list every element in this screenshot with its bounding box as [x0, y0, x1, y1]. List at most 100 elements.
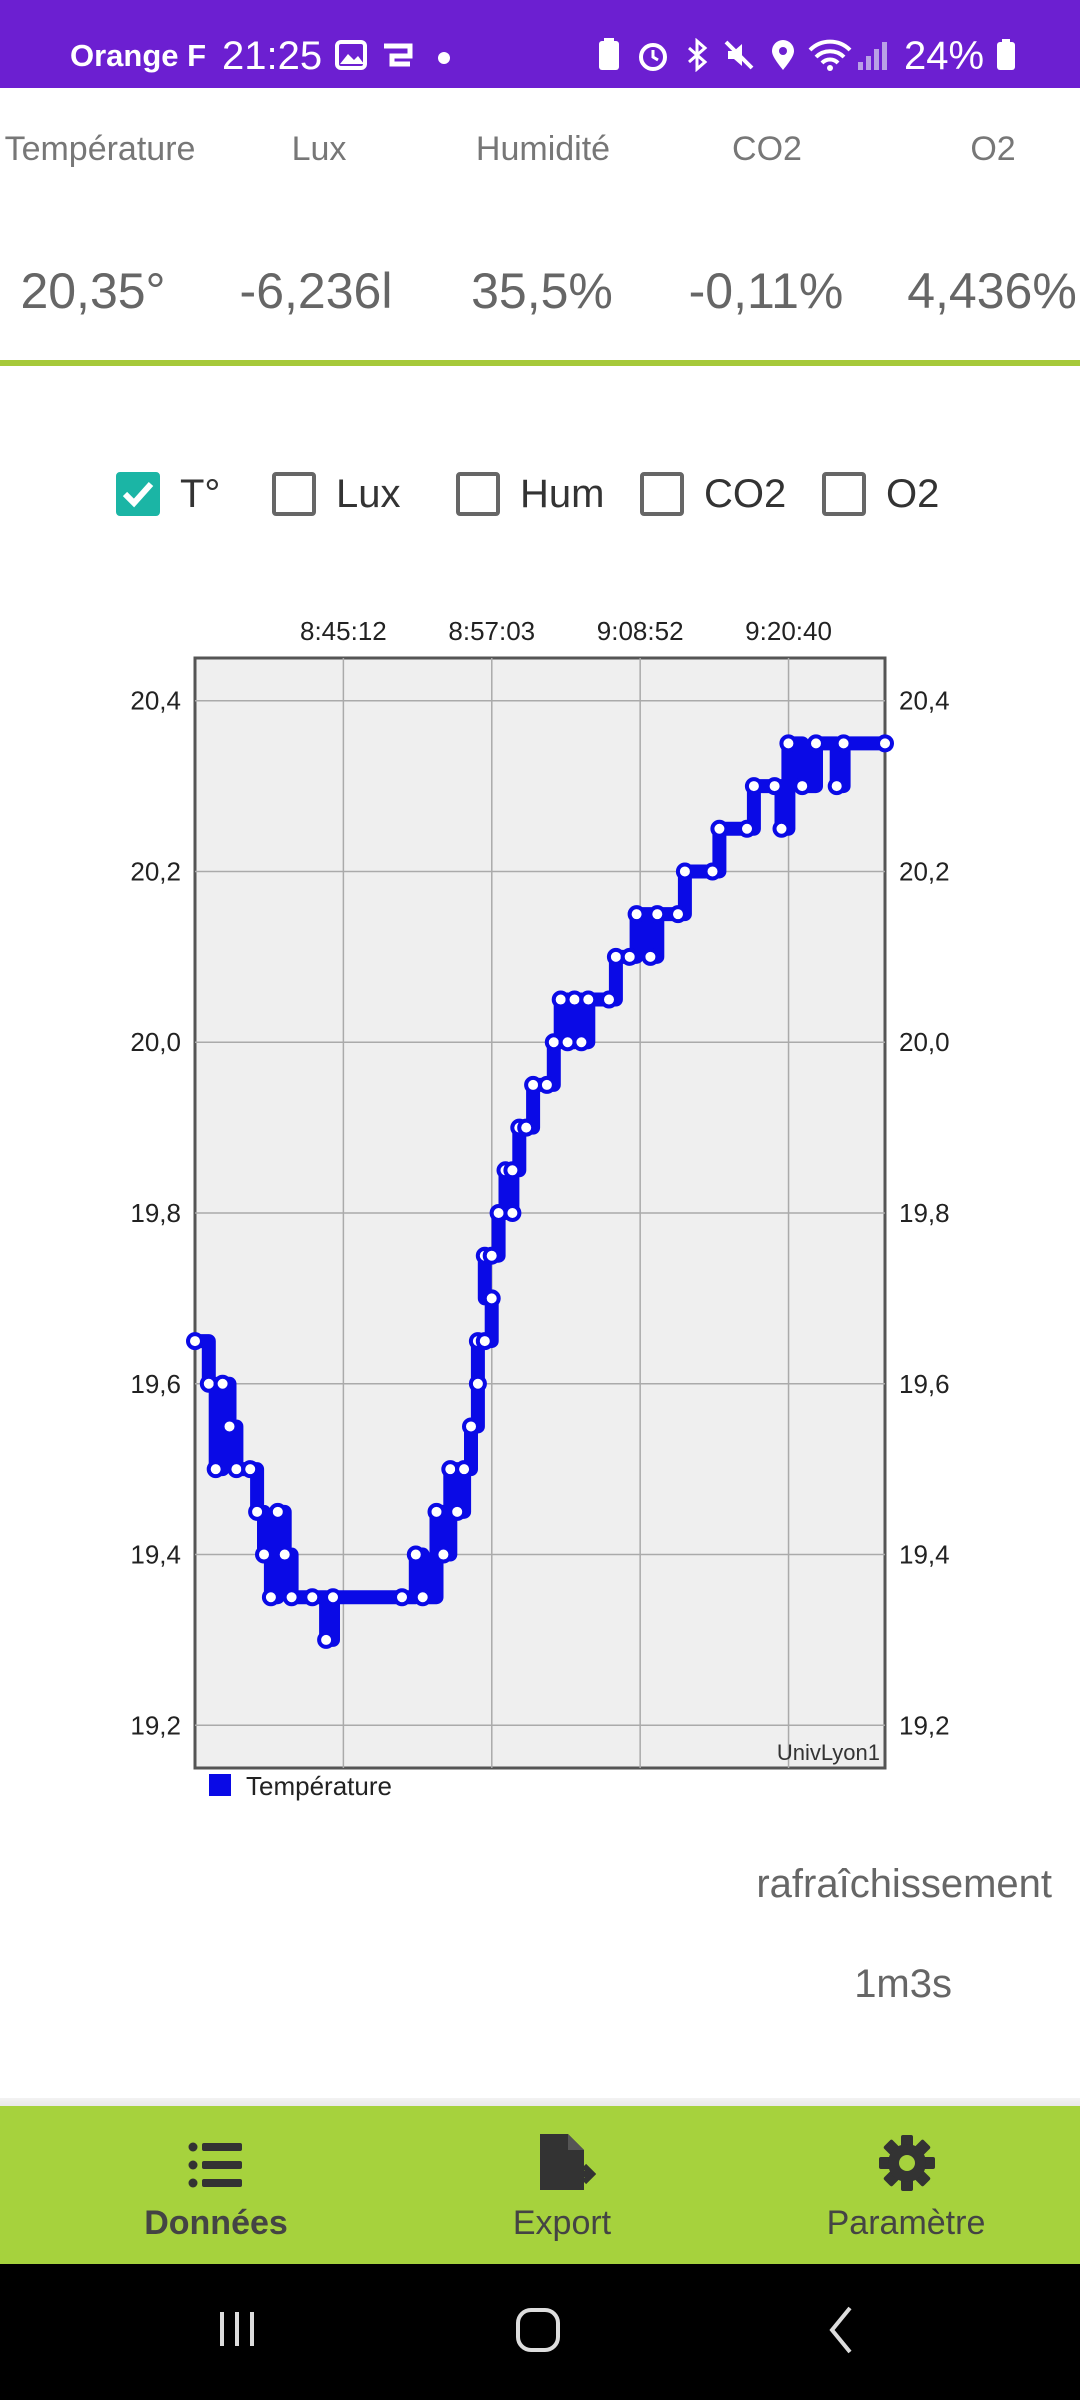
nav-label-parametre: Paramètre — [826, 2204, 986, 2242]
y-tick-label-left: 20,2 — [130, 856, 181, 886]
data-point — [744, 777, 763, 796]
series-temperature — [186, 734, 894, 1649]
data-point — [834, 734, 853, 753]
y-tick-label-right: 19,4 — [899, 1540, 950, 1570]
data-point — [537, 1075, 556, 1094]
temperature-chart[interactable]: 8:45:12 8:57:03 9:08:52 9:20:40 20,4 20,420,… — [0, 590, 1080, 1820]
y-tick-label-left: 19,8 — [130, 1198, 181, 1228]
nav-shadow — [0, 2098, 1080, 2106]
checkbox-o2[interactable]: O2 — [822, 467, 939, 521]
checkbox-label: Lux — [336, 471, 401, 516]
data-point — [482, 1246, 501, 1265]
checkbox-unchecked-icon[interactable] — [456, 472, 500, 516]
data-point — [620, 947, 639, 966]
x-tick-label: 8:45:12 — [300, 616, 387, 646]
nav-item-export[interactable]: Export — [412, 2106, 712, 2264]
metric-value-humidity: 35,5% — [471, 263, 613, 319]
data-point — [324, 1588, 342, 1607]
data-point — [579, 990, 598, 1009]
data-point — [482, 1289, 501, 1308]
mute-icon — [724, 40, 754, 70]
y-tick-label-right: 20,2 — [899, 856, 950, 886]
data-point — [275, 1545, 294, 1564]
data-point — [468, 1374, 487, 1393]
data-point — [448, 1502, 467, 1521]
gallery-icon — [335, 40, 367, 70]
signal-icon — [858, 42, 887, 70]
data-point — [503, 1161, 522, 1180]
data-point — [600, 990, 618, 1009]
wifi-icon — [808, 39, 852, 71]
data-point — [793, 777, 812, 796]
checkbox-unchecked-icon[interactable] — [640, 472, 684, 516]
data-point — [503, 1204, 522, 1222]
y-tick-label-right: 19,8 — [899, 1198, 950, 1228]
file-export-icon — [540, 2134, 596, 2190]
y-tick-label-right: 20,4 — [899, 686, 950, 716]
location-icon — [772, 40, 794, 70]
data-point — [675, 862, 694, 881]
data-point — [641, 947, 660, 966]
data-point — [282, 1588, 301, 1607]
data-point — [268, 1502, 287, 1521]
dot-icon — [438, 52, 450, 64]
data-point — [261, 1588, 280, 1607]
x-tick-label: 8:57:03 — [448, 616, 535, 646]
battery-percent: 24% — [904, 34, 985, 78]
data-point — [669, 905, 687, 924]
data-point — [186, 1332, 204, 1351]
carrier-name: Orange F — [70, 38, 207, 73]
app-notification-icon — [384, 43, 413, 67]
checkbox-lux[interactable]: Lux — [272, 467, 401, 521]
grid-lines — [195, 658, 885, 1768]
checkbox-unchecked-icon[interactable] — [272, 472, 316, 516]
metric-label-temperature: Température — [4, 130, 196, 168]
clock: 21:25 — [222, 34, 323, 78]
data-point — [703, 862, 722, 881]
checkbox-label: Hum — [520, 471, 605, 516]
checkbox-co2[interactable]: CO2 — [640, 467, 786, 521]
data-point — [738, 819, 756, 838]
back-icon[interactable] — [820, 2304, 864, 2356]
data-point — [876, 734, 894, 753]
y-tick-label-right: 19,2 — [899, 1710, 950, 1740]
data-point — [220, 1417, 239, 1436]
x-tick-label: 9:08:52 — [597, 616, 684, 646]
nav-label-export: Export — [512, 2204, 612, 2242]
nav-item-donnees[interactable]: Données — [66, 2106, 366, 2264]
gear-icon — [879, 2135, 935, 2191]
refresh-value: 1m3s — [854, 1962, 952, 2006]
x-tick-label: 9:20:40 — [745, 616, 832, 646]
nav-item-parametre[interactable]: Paramètre — [756, 2106, 1056, 2264]
list-icon — [188, 2142, 242, 2188]
data-point — [303, 1588, 322, 1607]
checkbox-label: O2 — [886, 471, 940, 516]
y-axis-ticks: 20,4 20,4 20,2 20,2 20,0 20,0 19,8 19,8 19,6 19,6… — [130, 686, 949, 1741]
refresh-label: rafraîchissement — [756, 1862, 1052, 1906]
checkbox-checked-icon[interactable] — [116, 472, 160, 516]
metric-value-lux: -6,236l — [239, 263, 393, 319]
recent-apps-icon[interactable] — [212, 2304, 262, 2354]
y-tick-label-right: 19,6 — [899, 1369, 950, 1399]
data-point — [406, 1545, 425, 1564]
checkbox-humidity[interactable]: Hum — [456, 467, 604, 521]
x-axis-ticks: 8:45:12 8:57:03 9:08:52 9:20:40 — [300, 616, 832, 646]
checkbox-temperature[interactable]: T° — [116, 467, 220, 521]
data-point — [475, 1332, 494, 1351]
data-point — [434, 1545, 453, 1564]
data-point — [248, 1502, 267, 1521]
home-icon[interactable] — [512, 2304, 568, 2360]
chart-watermark: UnivLyon1 — [777, 1740, 880, 1765]
y-tick-label-right: 20,0 — [899, 1027, 950, 1057]
nav-label-donnees: Données — [144, 2204, 288, 2242]
data-point — [255, 1545, 273, 1564]
data-point — [765, 777, 784, 796]
metrics-divider — [0, 360, 1080, 366]
data-point — [807, 734, 825, 753]
legend-swatch — [209, 1774, 231, 1796]
system-navigation-bar — [0, 2264, 1080, 2400]
data-point — [213, 1374, 232, 1393]
data-point — [779, 734, 798, 753]
data-point — [455, 1460, 474, 1479]
checkbox-unchecked-icon[interactable] — [822, 472, 866, 516]
